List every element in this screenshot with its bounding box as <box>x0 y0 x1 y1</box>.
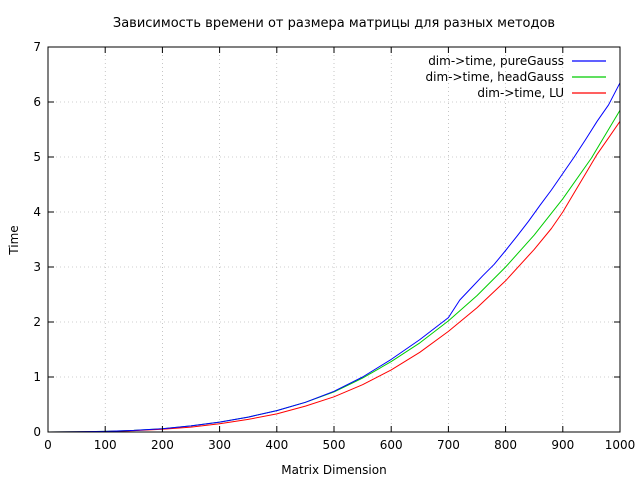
x-tick-label: 600 <box>380 438 403 452</box>
x-axis-label: Matrix Dimension <box>281 463 386 477</box>
x-tick-label: 400 <box>265 438 288 452</box>
legend: dim->time, pureGauss dim->time, headGauss… <box>426 54 606 100</box>
y-tick-label: 4 <box>33 205 41 219</box>
series-line-1 <box>47 82 621 433</box>
x-tick-label: 300 <box>208 438 231 452</box>
x-tick-label: 1000 <box>605 438 636 452</box>
legend-label: dim->time, LU <box>477 86 564 100</box>
x-tick-label: 100 <box>94 438 117 452</box>
legend-label: dim->time, headGauss <box>426 70 565 84</box>
y-tick-label: 1 <box>33 370 41 384</box>
x-tick-label: 0 <box>44 438 52 452</box>
x-tick-label: 800 <box>494 438 517 452</box>
x-tick-label: 900 <box>551 438 574 452</box>
x-tick-label: 500 <box>323 438 346 452</box>
chart-title: Зависимость времени от размера матрицы д… <box>113 16 555 31</box>
y-tick-label: 3 <box>33 260 41 274</box>
y-tick-label: 2 <box>33 315 41 329</box>
axis-ticks: 0 100 200 300 400 500 600 700 800 900 1000 0 1 2 3 4 5 6 7 <box>33 40 635 452</box>
grid-lines <box>48 47 620 432</box>
x-tick-label: 200 <box>151 438 174 452</box>
y-tick-label: 5 <box>33 150 41 164</box>
y-tick-label: 0 <box>33 425 41 439</box>
y-axis-label: Time <box>7 225 21 255</box>
y-tick-label: 7 <box>33 40 41 54</box>
x-tick-label: 700 <box>437 438 460 452</box>
legend-label: dim->time, pureGauss <box>428 54 564 68</box>
y-tick-label: 6 <box>33 95 41 109</box>
